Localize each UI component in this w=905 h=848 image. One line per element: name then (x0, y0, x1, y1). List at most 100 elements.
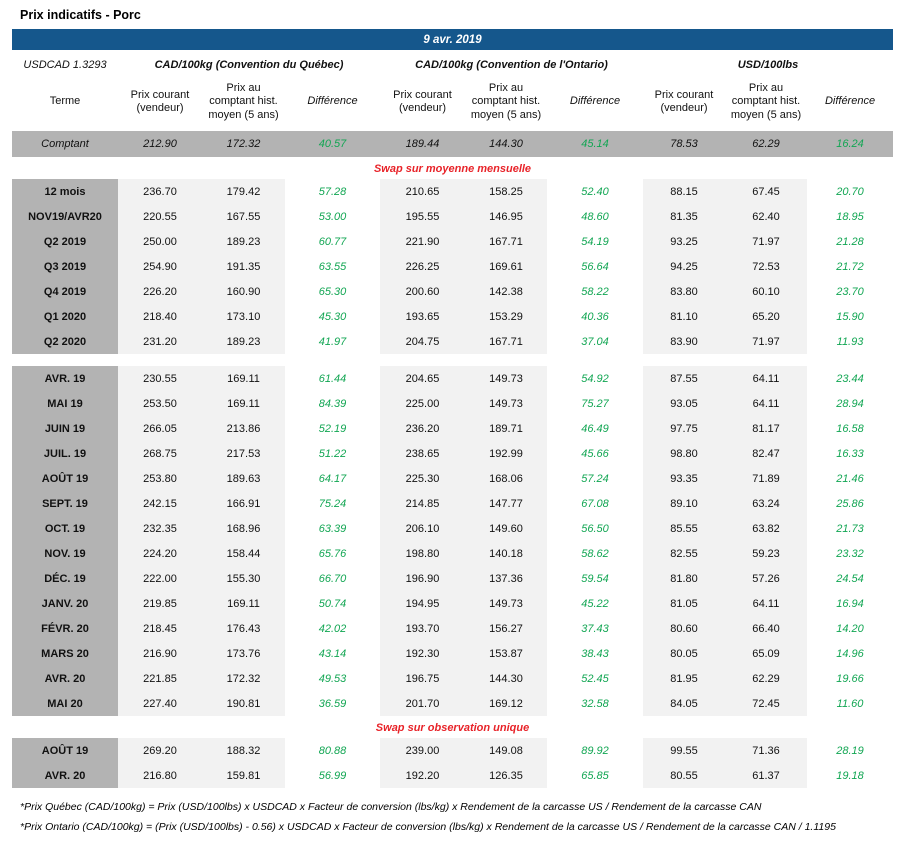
table-row: 12 mois 236.70 179.42 57.28 210.65 158.25 52.4… (12, 179, 894, 204)
row-label: NOV19/AVR20 (12, 204, 118, 229)
cell-value: 254.90 (118, 254, 202, 279)
cell-value: 212.90 (118, 131, 202, 157)
table-row: AOÛT 19 269.20 188.32 80.88 239.00 149.08 89.9… (12, 738, 894, 763)
cell-value: 172.32 (202, 666, 285, 691)
row-label: AVR. 20 (12, 666, 118, 691)
cell-value: 169.11 (202, 366, 285, 391)
cell-value: 85.55 (643, 516, 725, 541)
cell-difference: 16.94 (807, 591, 894, 616)
table-row: Q2 2020 231.20 189.23 41.97 204.75 167.71 37.0… (12, 329, 894, 354)
table-row: NOV19/AVR20 220.55 167.55 53.00 195.55 146.95… (12, 204, 894, 229)
cell-value: 173.76 (202, 641, 285, 666)
cell-value: 269.20 (118, 738, 202, 763)
cell-difference: 23.32 (807, 541, 894, 566)
cell-difference: 48.60 (547, 204, 643, 229)
cell-value: 61.37 (725, 763, 807, 788)
cell-value: 84.05 (643, 691, 725, 716)
cell-value: 206.10 (380, 516, 465, 541)
cell-value: 236.70 (118, 179, 202, 204)
cell-difference: 56.64 (547, 254, 643, 279)
cell-value: 214.85 (380, 491, 465, 516)
table-row: JANV. 20 219.85 169.11 50.74 194.95 149.73 45.… (12, 591, 894, 616)
cell-value: 169.61 (465, 254, 547, 279)
cell-value: 169.11 (202, 591, 285, 616)
cell-value: 65.09 (725, 641, 807, 666)
swap-section-row: Swap sur moyenne mensuelle (12, 157, 893, 179)
cell-difference: 52.40 (547, 179, 643, 204)
cell-difference: 45.14 (547, 131, 643, 157)
cell-difference: 21.72 (807, 254, 894, 279)
cell-difference: 65.85 (547, 763, 643, 788)
cell-value: 225.30 (380, 466, 465, 491)
cell-value: 198.80 (380, 541, 465, 566)
cell-difference: 51.22 (285, 441, 380, 466)
cell-value: 232.35 (118, 516, 202, 541)
cell-value: 222.00 (118, 566, 202, 591)
cell-difference: 36.59 (285, 691, 380, 716)
cell-value: 196.90 (380, 566, 465, 591)
cell-difference: 42.02 (285, 616, 380, 641)
cell-difference: 56.99 (285, 763, 380, 788)
cell-value: 82.55 (643, 541, 725, 566)
cell-value: 72.45 (725, 691, 807, 716)
cell-difference: 16.33 (807, 441, 894, 466)
cell-value: 225.00 (380, 391, 465, 416)
row-label: 12 mois (12, 179, 118, 204)
cell-value: 159.81 (202, 763, 285, 788)
cell-value: 220.55 (118, 204, 202, 229)
row-label: Q3 2019 (12, 254, 118, 279)
row-label: AOÛT 19 (12, 466, 118, 491)
cell-value: 226.25 (380, 254, 465, 279)
cell-value: 236.20 (380, 416, 465, 441)
cell-value: 195.55 (380, 204, 465, 229)
cell-value: 179.42 (202, 179, 285, 204)
cell-value: 63.24 (725, 491, 807, 516)
table-row: JUIN 19 266.05 213.86 52.19 236.20 189.71 46.4… (12, 416, 894, 441)
cell-value: 227.40 (118, 691, 202, 716)
cell-value: 193.65 (380, 304, 465, 329)
cell-difference: 43.14 (285, 641, 380, 666)
cell-value: 146.95 (465, 204, 547, 229)
cell-value: 167.55 (202, 204, 285, 229)
group-header-row: USDCAD 1.3293 CAD/100kg (Convention du Q… (12, 50, 893, 73)
cell-value: 67.45 (725, 179, 807, 204)
cell-value: 158.25 (465, 179, 547, 204)
cell-difference: 28.19 (807, 738, 894, 763)
table-row: AVR. 20 216.80 159.81 56.99 192.20 126.35 65.8… (12, 763, 894, 788)
cell-difference: 38.43 (547, 641, 643, 666)
report-sheet: 9 avr. 2019 USDCAD 1.3293 CAD/100kg (Con… (12, 29, 894, 788)
cell-value: 153.87 (465, 641, 547, 666)
cell-difference: 75.27 (547, 391, 643, 416)
cell-difference: 49.53 (285, 666, 380, 691)
cell-value: 253.50 (118, 391, 202, 416)
cell-value: 62.29 (725, 666, 807, 691)
swap-section-row: Swap sur observation unique (12, 716, 893, 738)
cell-value: 189.71 (465, 416, 547, 441)
table-row: AOÛT 19 253.80 189.63 64.17 225.30 168.06 57.2… (12, 466, 894, 491)
col-header-difference: Différence (307, 95, 358, 108)
row-label: FÉVR. 20 (12, 616, 118, 641)
cell-value: 242.15 (118, 491, 202, 516)
cell-value: 60.10 (725, 279, 807, 304)
cell-value: 93.35 (643, 466, 725, 491)
table-row: Q4 2019 226.20 160.90 65.30 200.60 142.38 58.2… (12, 279, 894, 304)
cell-difference: 46.49 (547, 416, 643, 441)
cell-difference: 16.58 (807, 416, 894, 441)
cell-value: 217.53 (202, 441, 285, 466)
cell-value: 149.08 (465, 738, 547, 763)
cell-difference: 58.22 (547, 279, 643, 304)
cell-difference: 63.55 (285, 254, 380, 279)
cell-value: 172.32 (202, 131, 285, 157)
cell-value: 189.23 (202, 329, 285, 354)
cell-value: 81.95 (643, 666, 725, 691)
cell-value: 140.18 (465, 541, 547, 566)
cell-value: 147.77 (465, 491, 547, 516)
cell-value: 149.73 (465, 391, 547, 416)
cell-difference: 16.24 (807, 131, 894, 157)
cell-value: 189.63 (202, 466, 285, 491)
cell-value: 81.05 (643, 591, 725, 616)
cell-difference: 80.88 (285, 738, 380, 763)
cell-difference: 65.30 (285, 279, 380, 304)
cell-value: 80.55 (643, 763, 725, 788)
cell-difference: 21.46 (807, 466, 894, 491)
